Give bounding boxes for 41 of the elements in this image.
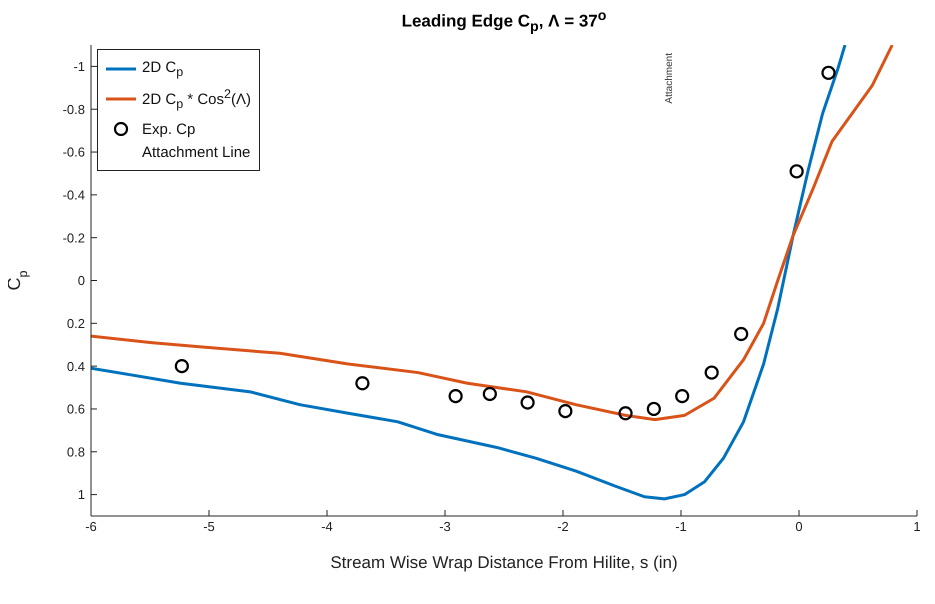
y-tick-label: 0.4 xyxy=(66,358,85,374)
x-tick-label: -2 xyxy=(557,519,569,534)
point xyxy=(558,404,572,418)
x-tick-label: -5 xyxy=(203,519,215,534)
point xyxy=(482,386,497,402)
annotation: Attachment xyxy=(664,53,676,104)
point xyxy=(618,406,633,420)
x-axis-title: Stream Wise Wrap Distance From Hilite, s (in) xyxy=(330,553,678,572)
y-tick-label: -0.4 xyxy=(62,187,85,202)
legend-label: 2D C$_{p}$ * Cos$^{2}$(Λ) xyxy=(142,87,251,111)
legend-label: 2D C$_{p}$ xyxy=(142,59,184,79)
y-tick-label: 0.2 xyxy=(66,316,85,331)
point xyxy=(520,395,535,410)
annotation: Attachment Line xyxy=(141,144,251,163)
point xyxy=(675,389,690,404)
point xyxy=(790,164,804,178)
point xyxy=(355,376,370,390)
y-tick-label: -1 xyxy=(73,59,85,74)
point xyxy=(734,326,748,342)
x-tick-label: 1 xyxy=(913,519,921,534)
legend-label: Exp. Cp xyxy=(142,120,196,138)
y-tick-label: -0.6 xyxy=(62,144,85,160)
y-tick-label: 0 xyxy=(78,273,85,288)
point xyxy=(704,365,719,380)
x-tick-label: -4 xyxy=(321,519,333,534)
line-series xyxy=(91,45,894,422)
y-tick-label: -0.8 xyxy=(62,102,85,117)
y-tick-label: 0.6 xyxy=(66,402,85,417)
point xyxy=(646,402,661,416)
point xyxy=(174,359,189,374)
point xyxy=(821,66,836,80)
y-tick-label: 1 xyxy=(78,487,85,502)
y-tick-label: -0.2 xyxy=(62,230,85,246)
x-tick-label: -6 xyxy=(85,519,97,534)
chart-title: Leading Edge C$_{p}$, Λ = 37$^{o}$ xyxy=(400,8,608,36)
x-tick-label: -3 xyxy=(439,519,451,534)
line-series xyxy=(91,45,847,500)
x-tick-label: 0 xyxy=(795,519,803,534)
x-tick-label: -1 xyxy=(675,519,687,534)
point xyxy=(448,389,463,404)
y-tick-label: 0.8 xyxy=(66,444,85,460)
